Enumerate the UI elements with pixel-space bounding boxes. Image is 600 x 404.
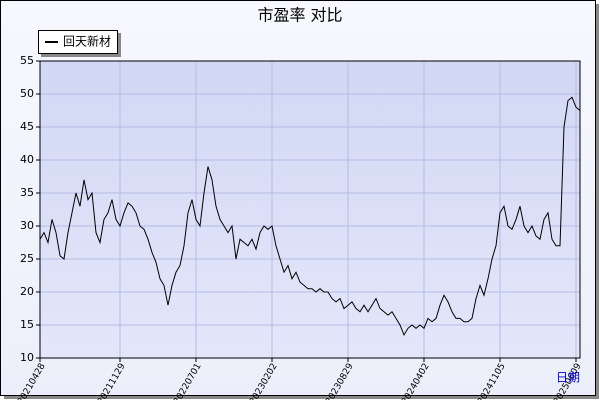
frame-shadow	[596, 4, 599, 399]
x-axis-label: 日期	[556, 371, 580, 385]
y-tick-label: 50	[20, 87, 34, 100]
y-tick-label: 30	[20, 219, 34, 232]
y-tick-label: 40	[20, 153, 34, 166]
line-series	[39, 96, 581, 337]
y-tick-label: 20	[20, 285, 34, 298]
y-tick-label: 25	[20, 252, 34, 265]
chart-title: 市盈率 对比	[257, 6, 342, 25]
legend-label: 回天新材	[63, 34, 111, 49]
y-tick-label: 10	[20, 351, 34, 364]
legend-box	[38, 30, 118, 54]
y-tick-label: 35	[20, 186, 34, 199]
y-tick-label: 55	[20, 54, 34, 67]
plot-border	[39, 60, 581, 359]
y-tick-label: 15	[20, 318, 34, 331]
y-tick-label: 45	[20, 120, 34, 133]
frame-shadow	[4, 396, 598, 399]
legend: 回天新材	[38, 30, 121, 57]
plot-area	[40, 61, 580, 358]
